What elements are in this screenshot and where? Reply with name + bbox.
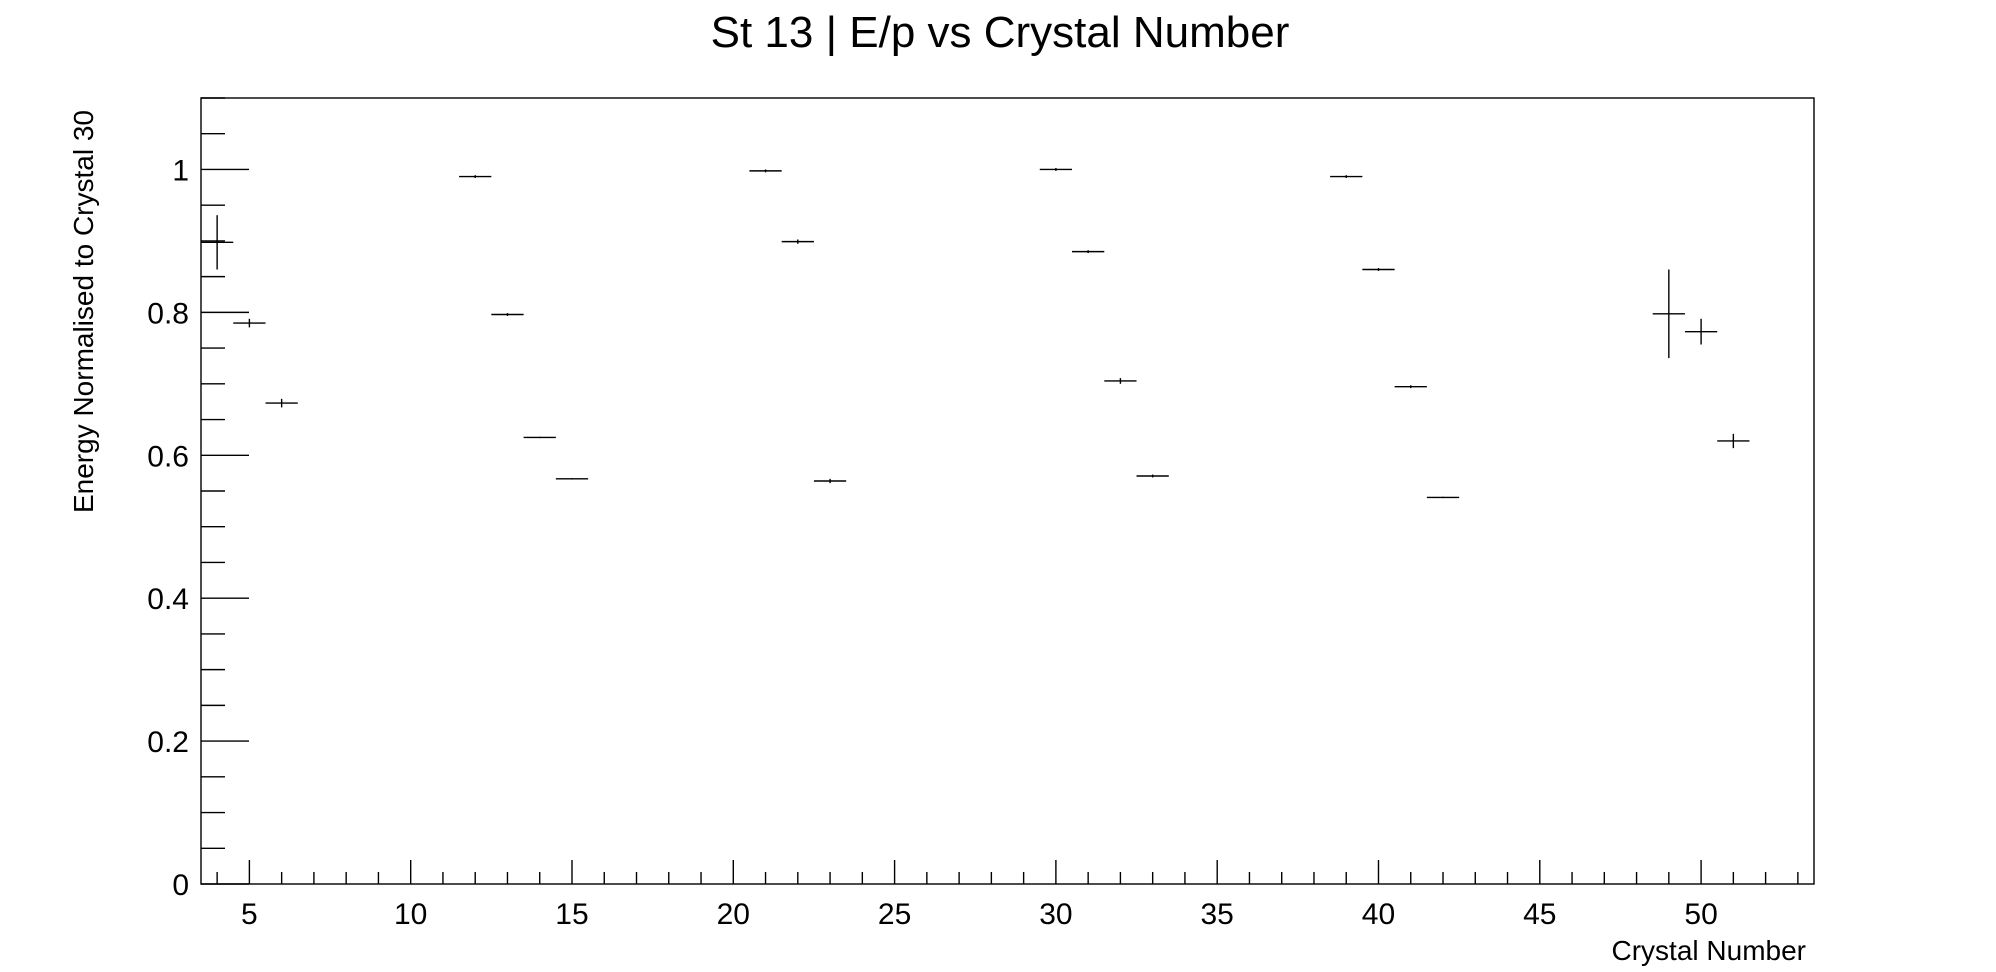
y-tick-label: 0 xyxy=(172,869,189,902)
x-axis: 5 10 15 20 25 30 35 40 45 50 xyxy=(216,860,1799,931)
data-point xyxy=(201,215,234,270)
plot-frame xyxy=(200,97,1815,885)
data-point xyxy=(233,318,266,328)
x-tick-label: 30 xyxy=(1039,898,1072,931)
data-point xyxy=(1136,474,1169,478)
data-point xyxy=(1652,269,1685,359)
data-point xyxy=(491,313,524,316)
y-tick-label: 1 xyxy=(172,154,189,187)
y-axis: 0 0.2 0.4 0.6 0.8 1 xyxy=(147,97,249,902)
data-point xyxy=(523,436,556,439)
data-point xyxy=(1039,168,1073,171)
data-point xyxy=(1717,433,1750,449)
x-tick-label: 10 xyxy=(394,898,427,931)
data-point xyxy=(1072,250,1105,254)
data-point xyxy=(555,478,589,480)
y-tick-label: 0.2 xyxy=(147,726,189,759)
data-points xyxy=(201,168,1750,499)
chart-title: St 13 | E/p vs Crystal Number xyxy=(711,8,1290,57)
data-point xyxy=(459,175,492,179)
data-point xyxy=(1426,496,1460,499)
y-tick-label: 0.8 xyxy=(147,297,189,330)
data-point xyxy=(813,478,847,484)
x-tick-label: 50 xyxy=(1684,898,1717,931)
x-tick-label: 45 xyxy=(1523,898,1556,931)
y-tick-label: 0.4 xyxy=(147,583,189,616)
data-point xyxy=(1330,175,1363,179)
x-tick-label: 40 xyxy=(1362,898,1395,931)
data-point xyxy=(1362,268,1395,271)
data-point xyxy=(1394,385,1427,389)
data-point xyxy=(1104,378,1137,384)
x-tick-label: 20 xyxy=(717,898,750,931)
x-axis-title: Crystal Number xyxy=(1612,935,1806,966)
data-point xyxy=(1684,318,1718,345)
x-tick-label: 15 xyxy=(555,898,588,931)
y-axis-title: Energy Normalised to Crystal 30 xyxy=(68,110,99,513)
y-tick-label: 0.6 xyxy=(147,440,189,473)
data-point xyxy=(265,398,298,408)
data-point xyxy=(781,239,814,244)
x-tick-label: 5 xyxy=(241,898,258,931)
x-tick-label: 35 xyxy=(1201,898,1234,931)
data-point xyxy=(749,169,782,173)
x-tick-label: 25 xyxy=(878,898,911,931)
